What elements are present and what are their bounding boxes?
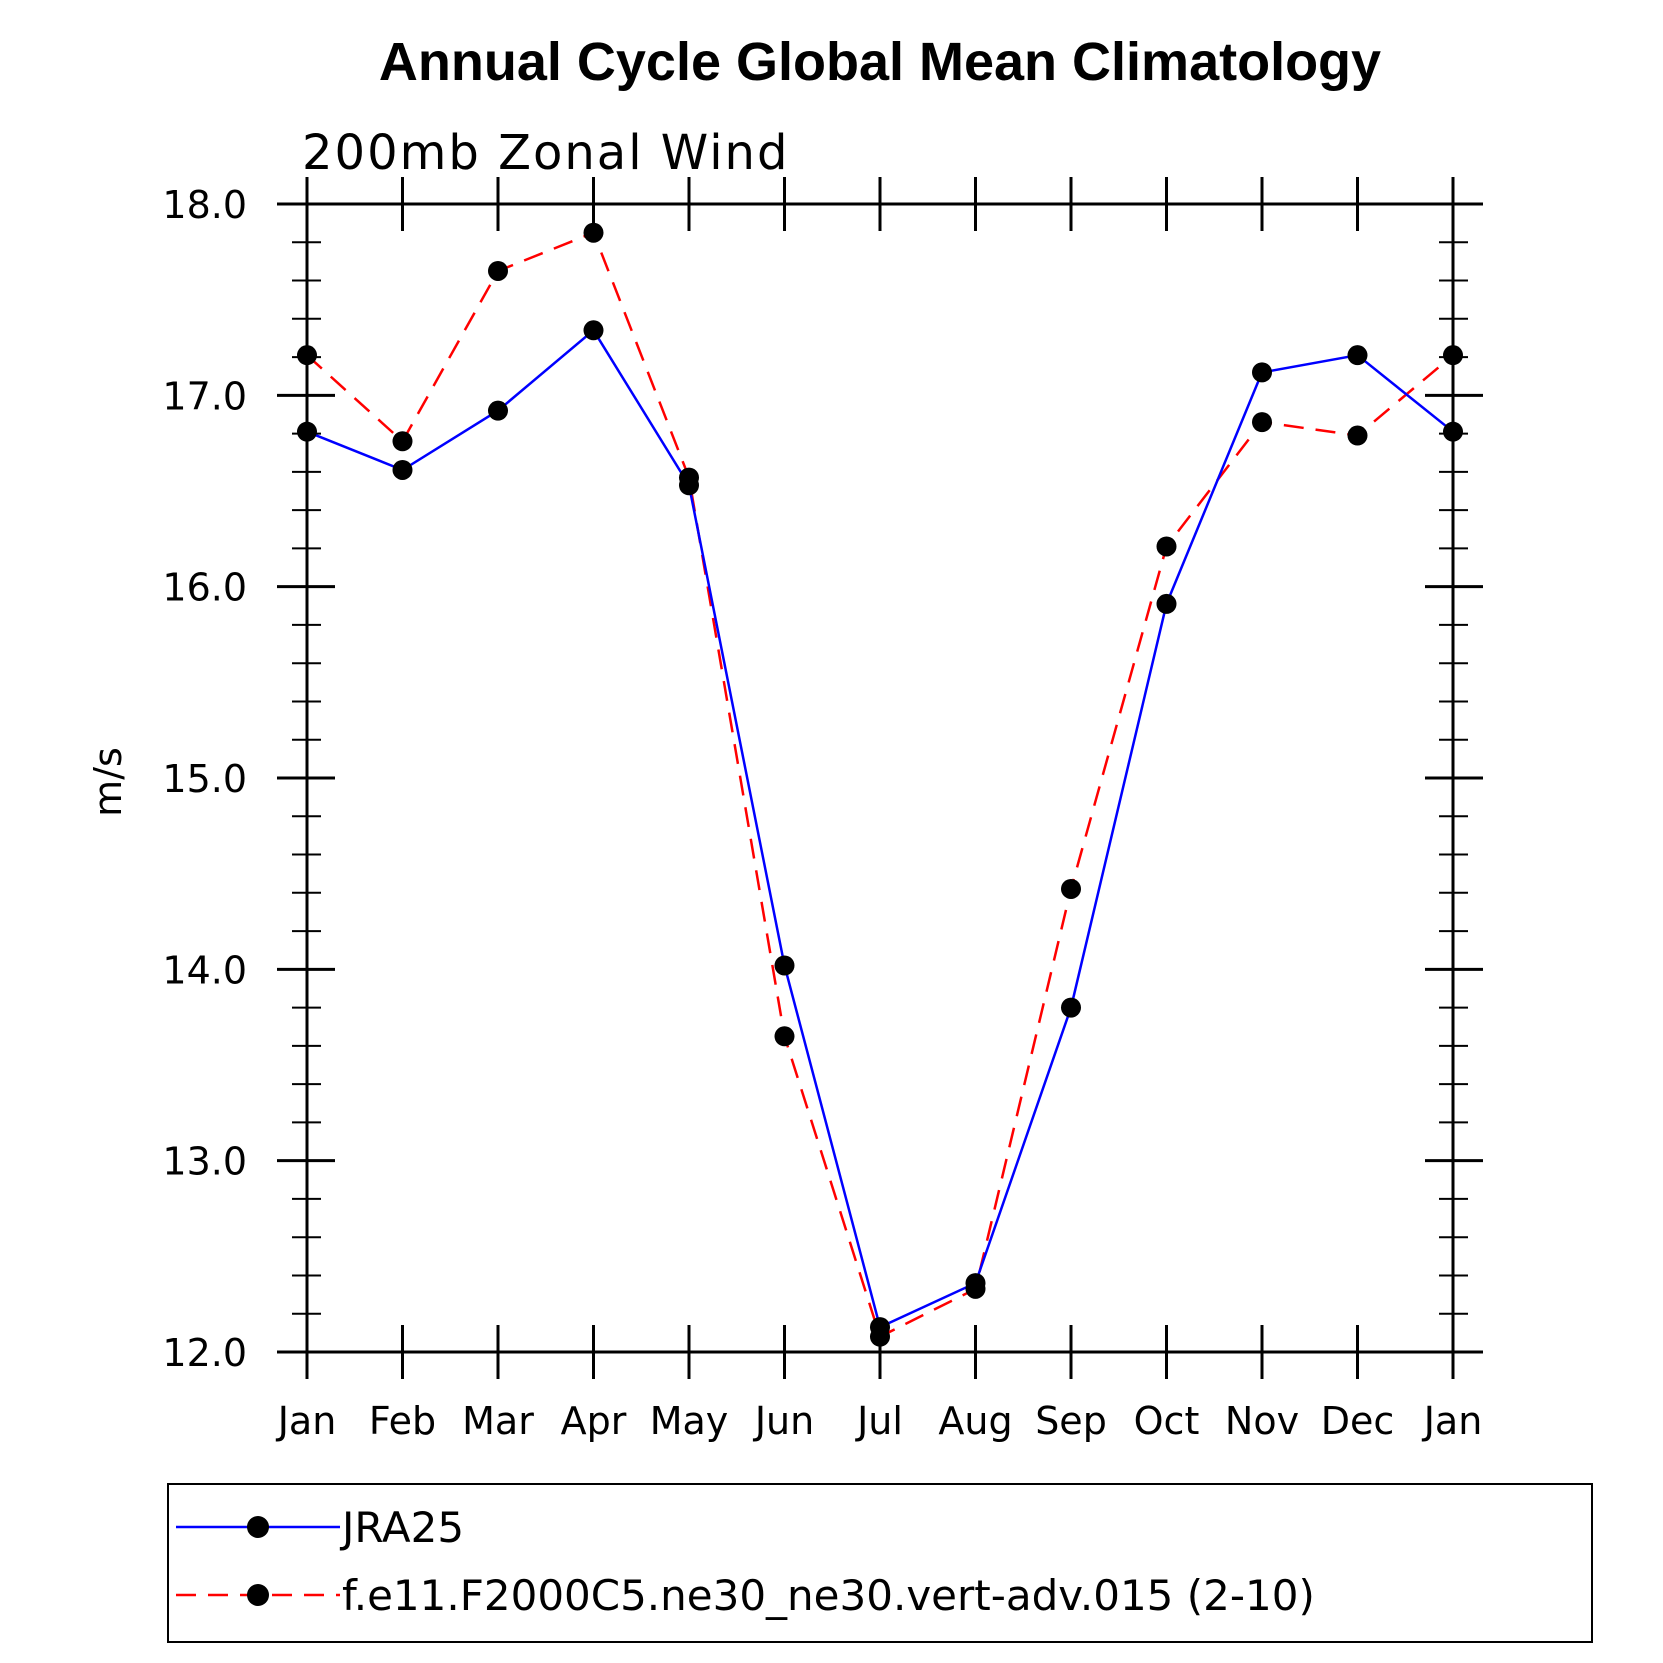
y-axis-label: m/s [86,747,130,817]
data-point-jra25 [392,459,413,480]
data-point-model [965,1278,986,1299]
series-line-jra25 [306,328,1454,1329]
data-point-jra25 [297,421,317,442]
data-point-jra25 [1252,362,1272,383]
data-point-jra25 [1061,997,1081,1018]
x-tick-label: Mar [462,1399,534,1443]
data-point-model [297,345,317,366]
plot-frame [305,202,1455,1354]
x-tick-labels: Jan Feb Mar Apr May Jun Jul Aug Sep Oct Nov Dec Jan [276,1399,1483,1443]
data-point-jra25 [1156,593,1177,614]
y-tick-label: 17.0 [162,374,247,418]
y-tick-label: 18.0 [162,183,247,227]
data-point-model [679,467,699,488]
data-point-jra25 [488,400,508,421]
x-tick-label: Jun [753,1399,814,1443]
x-tick-label: May [650,1399,729,1443]
data-point-jra25 [583,320,604,341]
axis-ticks [277,177,1483,1379]
data-point-model [1156,536,1177,557]
data-point-model [1443,345,1463,366]
data-point-model [1347,425,1368,446]
legend-label-model: f.e11.F2000C5.ne30_ne30.vert-adv.015 (2-… [342,1571,1315,1620]
x-tick-label: Feb [369,1399,436,1443]
x-tick-label: Apr [561,1399,627,1443]
x-tick-label: Jan [1422,1399,1483,1443]
x-tick-label: Oct [1134,1399,1200,1443]
y-tick-label: 15.0 [162,757,247,801]
data-point-model [488,260,508,281]
data-point-model [1061,878,1081,899]
data-point-jra25 [1347,345,1368,366]
x-tick-label: Dec [1321,1399,1395,1443]
y-tick-label: 14.0 [162,948,247,992]
x-tick-label: Sep [1035,1399,1107,1443]
legend-box [167,1483,1593,1643]
x-tick-label: Jul [855,1399,903,1443]
data-point-jra25 [774,955,795,976]
data-point-model [583,222,604,243]
legend-label-jra25: JRA25 [339,1503,464,1552]
y-tick-label: 16.0 [162,566,247,610]
data-point-model [392,431,413,452]
legend-marker-model [247,1584,269,1606]
x-tick-label: Aug [938,1399,1012,1443]
legend-marker-jra25 [247,1516,269,1538]
series-group [297,222,1463,1347]
legend: JRA25 f.e11.F2000C5.ne30_ne30.vert-adv.0… [167,1483,1593,1643]
data-point-model [1252,412,1272,433]
x-tick-label: Jan [276,1399,337,1443]
y-tick-labels: 12.0 13.0 14.0 15.0 16.0 17.0 18.0 [162,183,247,1375]
series-line-model [306,231,1454,1339]
data-point-model [870,1326,890,1347]
x-tick-label: Nov [1225,1399,1299,1443]
chart-subtitle: 200mb Zonal Wind [302,125,789,181]
y-tick-label: 12.0 [162,1331,247,1375]
chart-title: Annual Cycle Global Mean Climatology [379,32,1381,92]
y-tick-label: 13.0 [162,1140,247,1184]
data-point-model [774,1026,795,1047]
data-point-jra25 [1443,421,1463,442]
